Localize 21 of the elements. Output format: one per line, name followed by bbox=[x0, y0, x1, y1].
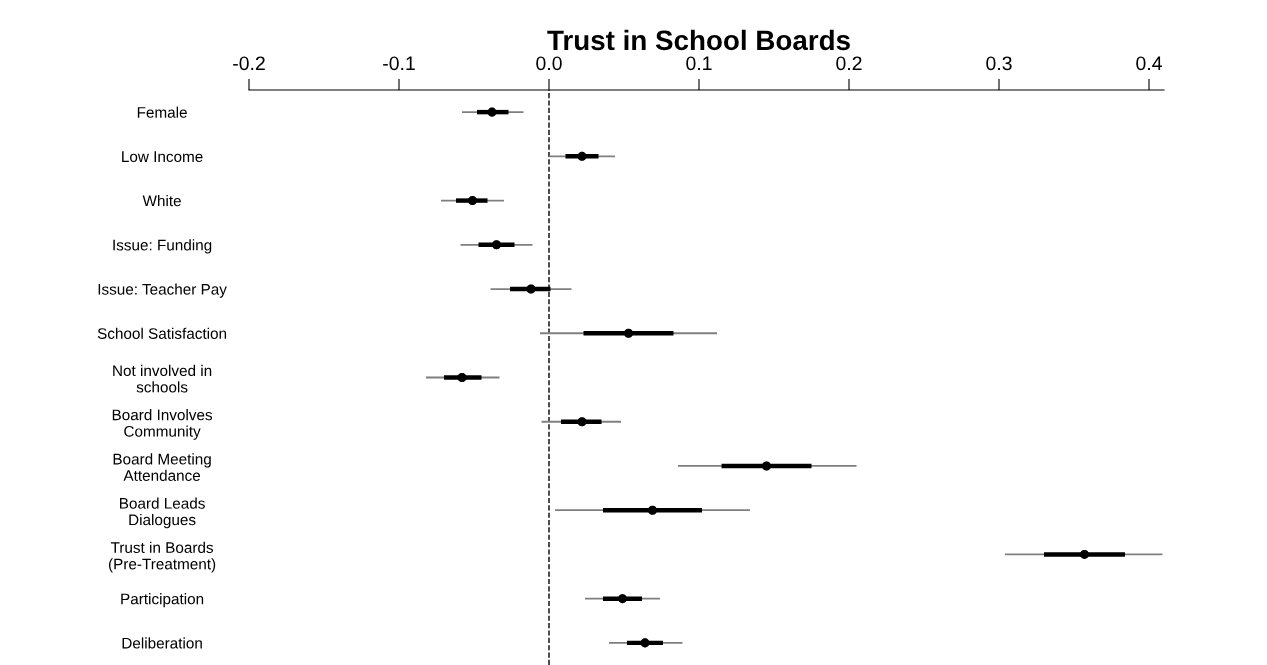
y-tick-label: Not involved in schools bbox=[113, 364, 212, 393]
x-tick-label: 0.1 bbox=[686, 56, 712, 71]
y-tick-label: Low Income bbox=[122, 151, 203, 163]
y-tick-label: Board Meeting Attendance bbox=[113, 453, 211, 481]
x-tick-label: 0.3 bbox=[986, 56, 1012, 71]
x-tick-label: 0.0 bbox=[536, 56, 562, 71]
y-tick-label: White bbox=[142, 195, 181, 207]
x-tick-label: -0.2 bbox=[233, 56, 265, 71]
y-tick-label: Participation bbox=[121, 593, 204, 608]
y-tick-label: Issue: Teacher Pay bbox=[98, 283, 227, 298]
x-tick-label: 0.2 bbox=[836, 56, 862, 71]
chart-title: Trust in School Boards bbox=[547, 29, 850, 51]
y-tick-label: Trust in Boards (Pre-Treatment) bbox=[108, 541, 216, 573]
x-tick-label: -0.1 bbox=[383, 56, 415, 71]
y-tick-label: Board Involves Community bbox=[112, 409, 213, 440]
x-tick-label: 0.4 bbox=[1136, 56, 1162, 71]
y-tick-label: Board Leads Dialogues bbox=[120, 497, 205, 529]
y-tick-label: School Satisfaction bbox=[97, 327, 227, 339]
y-tick-label: Deliberation bbox=[122, 637, 202, 649]
y-tick-label: Female bbox=[137, 106, 187, 118]
y-tick-label: Issue: Funding bbox=[113, 239, 212, 254]
